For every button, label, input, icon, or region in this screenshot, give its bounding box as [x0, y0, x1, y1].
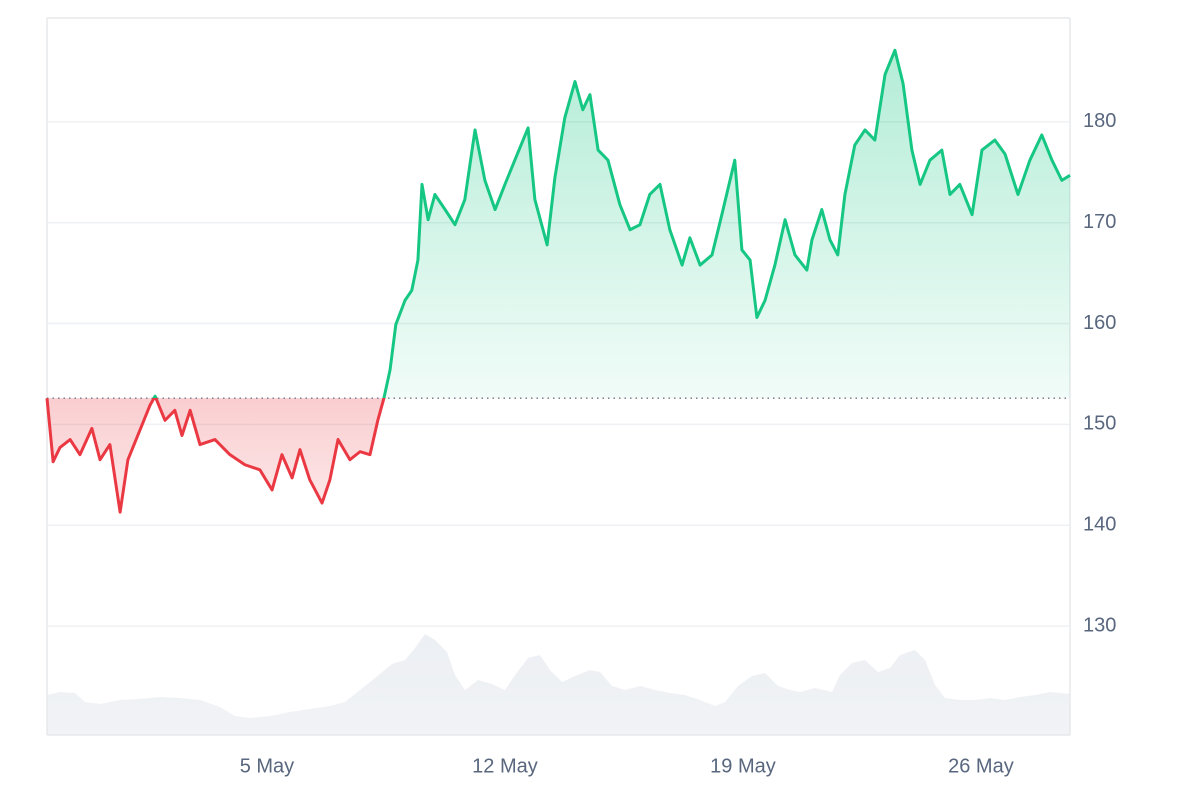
x-tick-label: 26 May: [948, 755, 1014, 777]
x-tick-label: 12 May: [472, 755, 538, 777]
y-tick-label: 130: [1083, 614, 1116, 636]
y-tick-label: 140: [1083, 514, 1116, 536]
y-tick-label: 160: [1083, 312, 1116, 334]
volume-backdrop: [47, 634, 1070, 735]
x-tick-label: 19 May: [710, 755, 776, 777]
y-tick-label: 180: [1083, 110, 1116, 132]
y-tick-label: 170: [1083, 211, 1116, 233]
y-tick-label: 150: [1083, 413, 1116, 435]
price-area: [47, 50, 1070, 513]
price-line: [45, 48, 1071, 514]
x-tick-label: 5 May: [240, 755, 294, 777]
